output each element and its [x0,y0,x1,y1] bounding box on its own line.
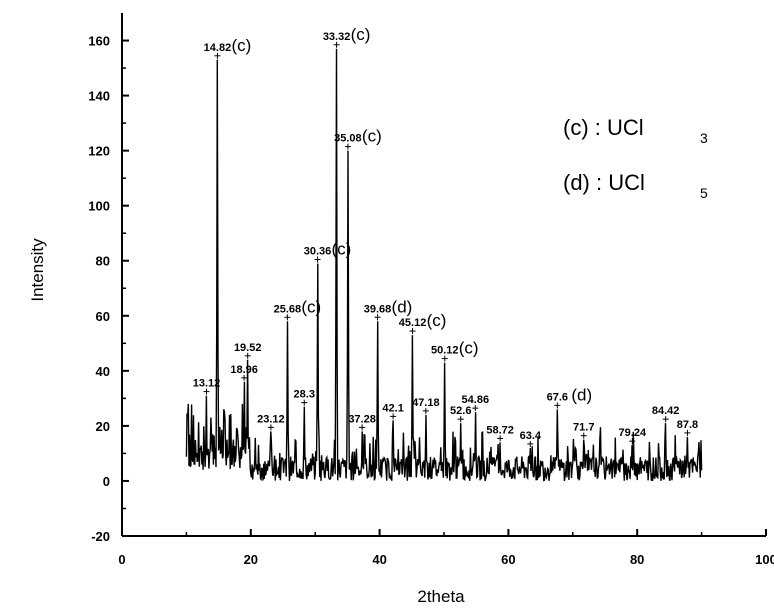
x-tick-label: 20 [244,552,258,567]
peak-phase-tag: (c) [332,239,352,258]
y-axis-title: Intensity [28,238,47,302]
x-tick-label: 100 [755,552,774,567]
peak-label: 25.68 [274,303,302,315]
peak-phase-tag: (d) [392,297,413,316]
y-tick-label: 120 [88,144,110,159]
peak-label: 58.72 [486,424,514,436]
peak-label: 84.42 [652,405,680,417]
legend-entry: (c) : UCl [563,115,644,140]
y-tick-label: 100 [88,199,110,214]
peak-label: 52.6 [450,405,471,417]
peak-label: 13.12 [193,378,221,390]
x-tick-label: 80 [630,552,644,567]
x-tick-label: 60 [501,552,515,567]
peak-label: 47.18 [412,397,440,409]
peak-label: 19.52 [234,342,262,354]
peak-label: 54.86 [462,394,490,406]
legend-subscript: 5 [700,185,708,201]
peak-phase-tag: (c) [459,339,479,358]
y-tick-label: 80 [96,254,110,269]
peak-label: 63.4 [520,430,542,442]
legend: (c) : UCl 3 (d) : UCl 5 [563,115,708,201]
peak-phase-tag: (d) [571,385,592,404]
axes: 0 20 40 60 80 100 -20 0 20 40 60 80 100 120 140 160 [88,13,774,567]
peak-label: 14.82 [204,42,232,54]
legend-subscript: 3 [700,130,708,146]
peak-phase-tag: (c) [427,311,447,330]
peak-phase-tag: (c) [351,25,371,44]
y-tick-label: 140 [88,89,110,104]
y-tick-label: -20 [91,529,110,544]
y-tick-label: 60 [96,309,110,324]
peak-label: 28.3 [294,389,315,401]
legend-entry: (d) : UCl [563,170,645,195]
peak-label: 30.36 [304,245,332,257]
plot-area [185,48,703,482]
x-axis-title: 2theta [417,587,465,606]
peak-label: 35.08 [334,133,362,145]
y-tick-label: 0 [103,474,110,489]
peak-phase-tag: (c) [362,127,382,146]
y-tick-label: 160 [88,34,110,49]
y-tick-label: 20 [96,419,110,434]
peak-label: 37.28 [348,413,376,425]
peak-label: 71.7 [573,422,594,434]
peak-label: 67.6 [547,391,568,403]
peak-phase-tag: (c) [231,36,251,55]
peak-label: 18.96 [230,364,258,376]
x-tick-label: 0 [118,552,125,567]
peak-label: 45.12 [399,317,427,329]
peak-label: 33.32 [323,31,351,43]
x-tick-label: 40 [372,552,386,567]
peak-label: 87.8 [677,419,698,431]
peak-label: 23.12 [257,413,285,425]
y-tick-label: 40 [96,364,110,379]
peak-labels: 14.82 (c) 33.32 (c)35.08 (c)30.36 (c)25.68 (c)… [193,25,698,447]
peak-label: 42.1 [382,402,403,414]
peak-label: 39.68 [364,303,392,315]
peak-phase-tag: (c) [301,297,321,316]
peak-label: 79.24 [619,427,647,439]
xrd-pattern-line [185,48,703,482]
peak-label: 50.12 [431,345,459,357]
